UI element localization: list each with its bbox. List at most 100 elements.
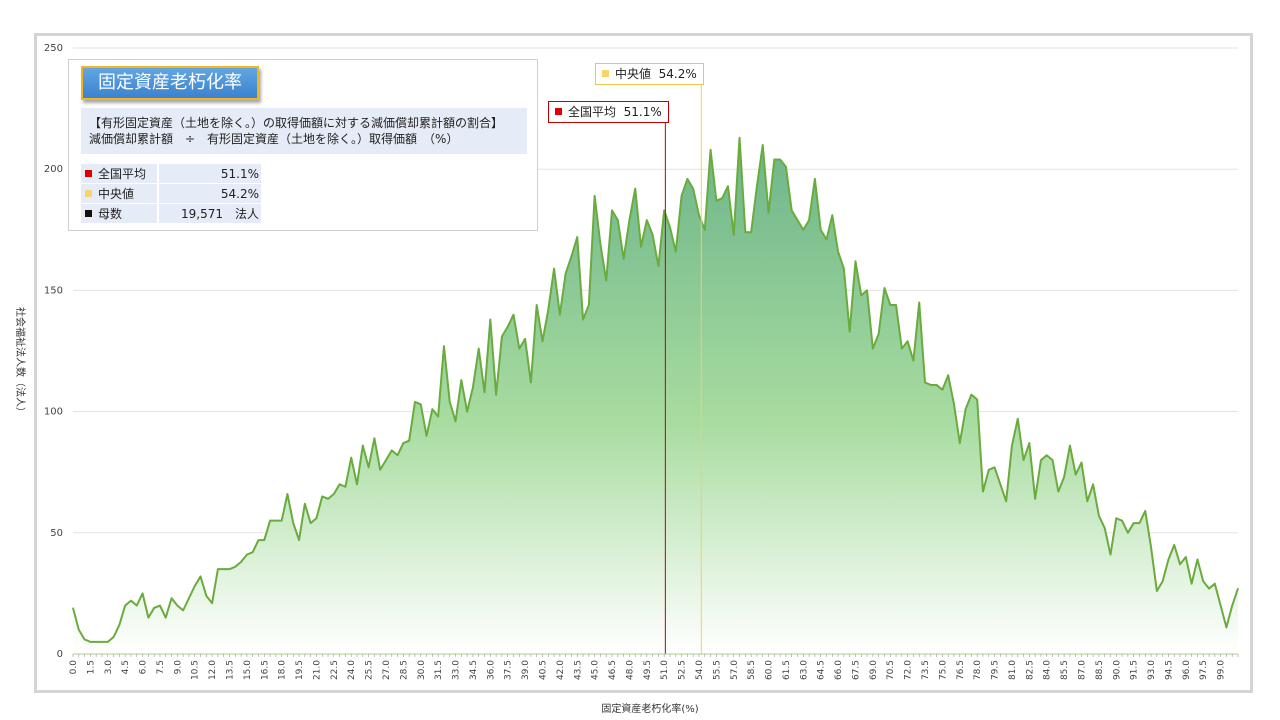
data-point: [1028, 442, 1030, 444]
data-point: [95, 641, 97, 643]
x-tick-label: 79.5: [991, 660, 1001, 680]
median-square-icon: [85, 190, 92, 197]
x-tick-label: 37.5: [504, 660, 514, 680]
data-point: [130, 600, 132, 602]
median-square-icon: [602, 70, 609, 77]
x-tick-label: 10.5: [191, 660, 201, 680]
description-line-1: 【有形固定資産（土地を除く。）の取得価額に対する減価償却累計額の割合】: [89, 116, 504, 130]
data-point: [675, 251, 677, 253]
data-point: [396, 454, 399, 456]
x-tick-label: 81.0: [1008, 660, 1018, 680]
x-tick-label: 94.5: [1164, 660, 1174, 680]
x-tick-label: 61.5: [782, 660, 792, 680]
mean-square-icon: [555, 108, 562, 115]
x-tick-label: 0.0: [69, 660, 79, 675]
x-tick-label: 91.5: [1130, 660, 1140, 680]
data-point: [292, 522, 294, 524]
x-tick-label: 64.5: [817, 660, 827, 680]
data-point: [1005, 500, 1007, 502]
data-point: [449, 401, 451, 403]
data-point: [344, 486, 347, 488]
series-line: [72, 136, 1239, 643]
data-point: [1231, 604, 1233, 607]
data-point: [976, 398, 978, 401]
data-point: [194, 585, 196, 587]
data-point: [953, 403, 955, 405]
data-point: [1138, 522, 1141, 524]
x-tick-label: 30.0: [417, 660, 427, 680]
data-point: [78, 629, 80, 631]
data-point: [866, 289, 868, 291]
x-tick-label: 4.5: [121, 660, 131, 674]
data-point: [1115, 517, 1117, 519]
data-point: [773, 158, 775, 161]
data-point: [1214, 583, 1216, 585]
data-point: [269, 520, 271, 522]
data-point: [623, 258, 625, 260]
y-axis-title: 社会福祉法人数（法人）: [14, 307, 27, 417]
data-point: [831, 214, 833, 216]
data-point: [373, 437, 375, 439]
x-tick-label: 73.5: [921, 660, 931, 680]
data-point: [246, 554, 248, 556]
data-point: [257, 539, 260, 541]
legend-title: 固定資産老朽化率: [81, 66, 259, 100]
data-point: [849, 331, 851, 333]
data-point: [147, 617, 149, 619]
data-point: [437, 415, 439, 418]
data-point: [901, 347, 903, 350]
data-point: [304, 503, 306, 505]
data-point: [1063, 476, 1065, 478]
data-point: [1162, 580, 1164, 582]
data-point: [460, 379, 462, 381]
x-tick-label: 78.0: [973, 660, 983, 680]
x-tick-label: 31.5: [434, 660, 444, 680]
x-tick-label: 22.5: [330, 660, 340, 680]
data-point: [727, 185, 729, 187]
data-point: [240, 561, 242, 563]
data-point: [362, 444, 364, 447]
mean-marker-label: 全国平均 51.1%: [548, 101, 669, 123]
y-tick-label: 200: [44, 164, 63, 175]
data-point: [165, 617, 167, 619]
data-point: [594, 195, 596, 197]
data-point: [1075, 474, 1077, 476]
data-point: [478, 347, 480, 350]
count-square-icon: [85, 210, 92, 217]
x-tick-label: 12.0: [208, 660, 218, 680]
data-point: [512, 314, 515, 316]
x-tick-label: 40.5: [538, 660, 548, 680]
data-point: [112, 636, 115, 638]
data-point: [159, 604, 161, 607]
data-point: [970, 394, 972, 396]
data-point: [1208, 587, 1210, 590]
data-point: [495, 394, 497, 396]
x-tick-label: 67.5: [851, 660, 861, 680]
x-tick-label: 6.0: [139, 660, 149, 675]
data-point: [286, 493, 289, 495]
data-point: [907, 340, 909, 342]
data-point: [275, 520, 277, 522]
data-point: [443, 345, 445, 347]
data-point: [234, 566, 236, 568]
legend-description: 【有形固定資産（土地を除く。）の取得価額に対する減価償却累計額の割合】 減価償却…: [81, 108, 527, 154]
data-point: [281, 520, 283, 522]
data-point: [402, 442, 404, 444]
data-point: [1017, 418, 1019, 420]
x-tick-label: 58.5: [747, 660, 757, 680]
x-tick-label: 72.0: [904, 660, 914, 680]
data-point: [982, 490, 984, 493]
x-tick-label: 7.5: [156, 660, 166, 674]
x-tick-label: 52.5: [678, 660, 688, 680]
x-tick-label: 42.0: [556, 660, 566, 680]
x-tick-label: 87.0: [1078, 660, 1088, 680]
data-point: [947, 374, 949, 376]
x-tick-label: 18.0: [278, 660, 288, 680]
data-point: [657, 265, 660, 267]
data-point: [1051, 459, 1054, 461]
area-series: [72, 136, 1239, 654]
data-point: [431, 408, 433, 410]
x-tick-label: 46.5: [608, 660, 618, 680]
data-point: [483, 391, 486, 393]
